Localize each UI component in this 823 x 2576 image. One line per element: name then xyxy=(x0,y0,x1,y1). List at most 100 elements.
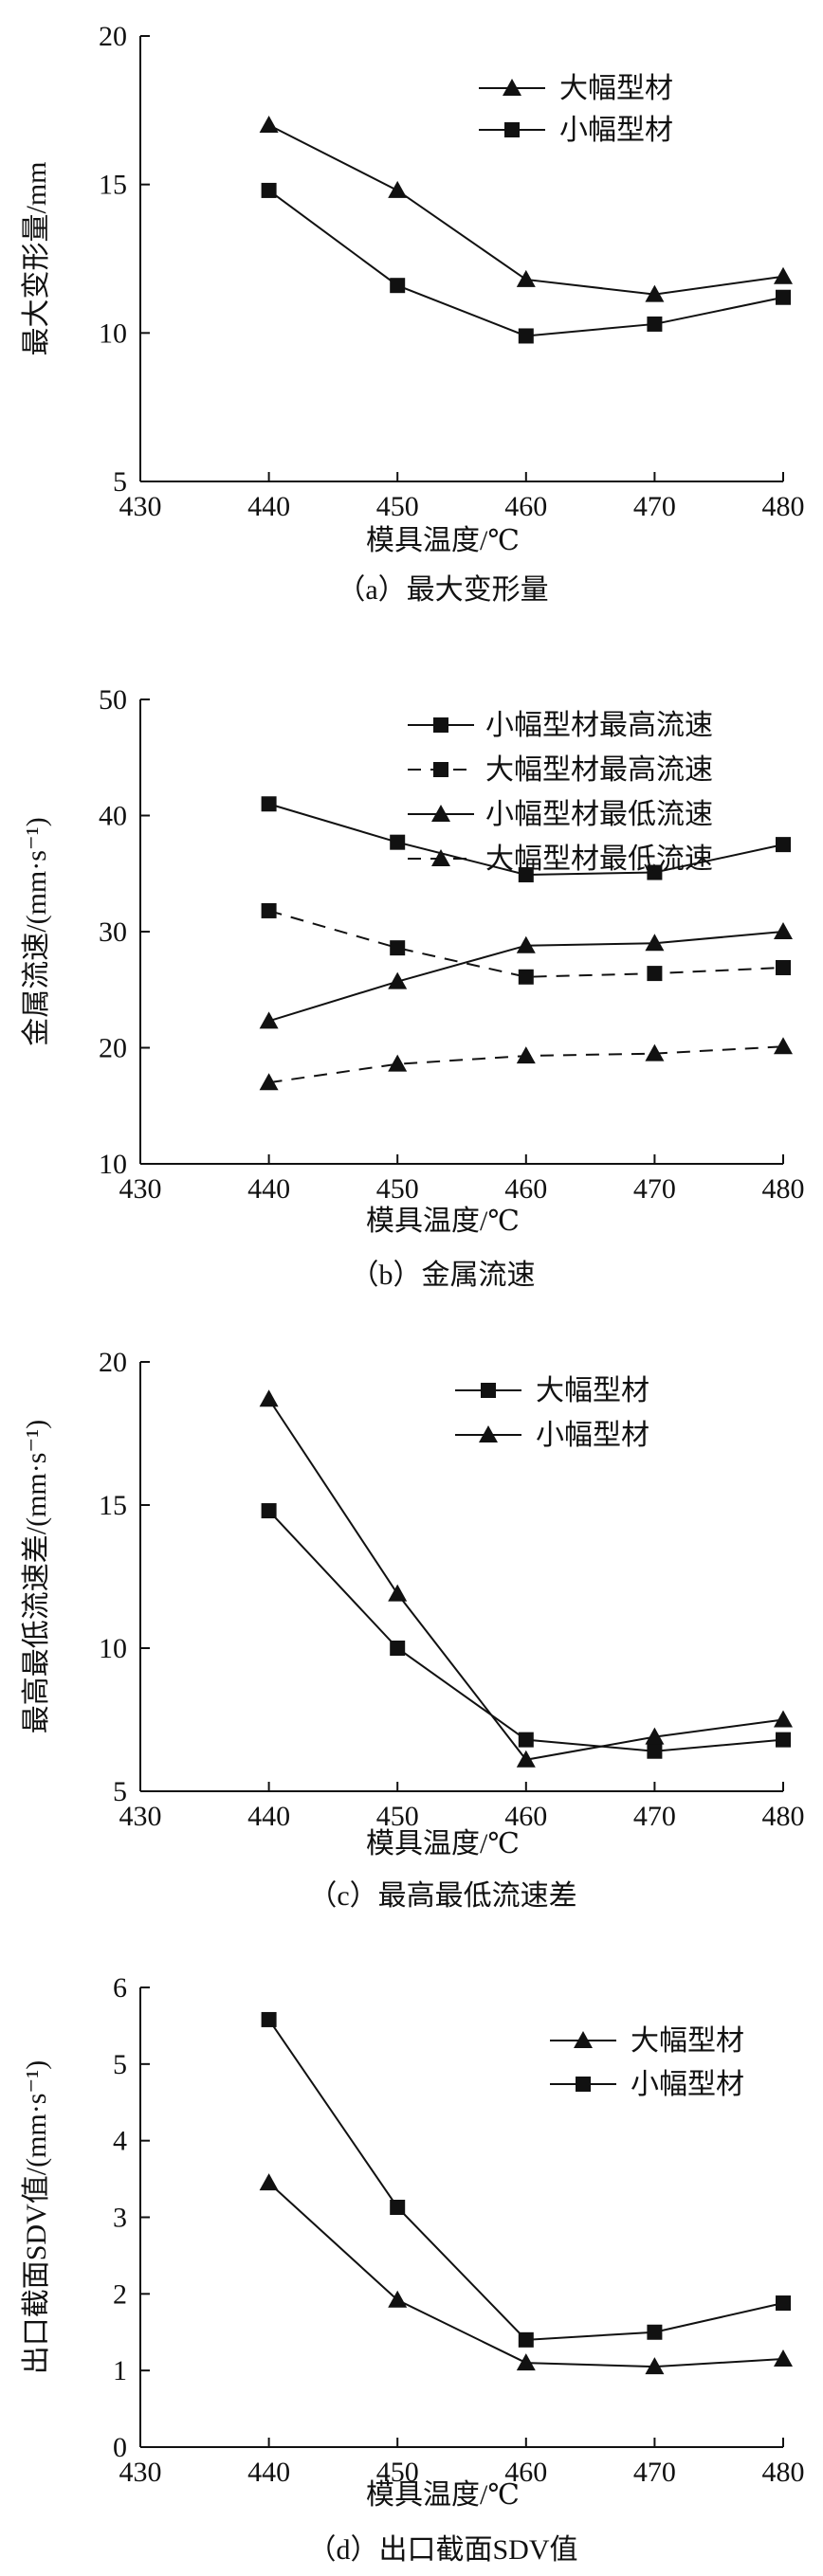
chart-a-svg: 5 10 15 20 430 440 450 460 470 480 模具温度/℃ 最大变形量/mm （… xyxy=(21,21,805,606)
chart-panel-b: 10 20 30 40 50 430 440 450 460 470 480 模具温度/℃ 金属流速/(… xyxy=(0,654,823,1308)
y-tick-label: 15 xyxy=(99,170,127,201)
data-point xyxy=(259,1073,279,1091)
x-tick-label: 460 xyxy=(504,1173,547,1205)
x-tick-label: 480 xyxy=(762,1801,805,1832)
data-point xyxy=(261,902,277,918)
data-point xyxy=(645,284,665,302)
y-axis-title: 最大变形量/mm xyxy=(21,161,52,355)
data-point xyxy=(261,182,277,198)
legend-label: 小幅型材最高流速 xyxy=(485,710,713,741)
x-axis-title: 模具温度/℃ xyxy=(366,2479,520,2511)
legend-marker xyxy=(433,717,448,733)
data-point xyxy=(388,971,408,989)
data-point xyxy=(645,1727,665,1745)
y-axis-title: 最高最低流速差/(mm·s⁻¹) xyxy=(21,1420,52,1733)
y-tick-label: 10 xyxy=(99,1633,127,1664)
data-point xyxy=(647,2324,663,2340)
data-point xyxy=(259,2173,279,2191)
y-tick-label: 10 xyxy=(99,317,127,349)
y-tick-label: 40 xyxy=(99,801,127,832)
data-point xyxy=(259,1011,279,1029)
y-tick-label: 20 xyxy=(99,1033,127,1064)
data-point xyxy=(516,269,536,287)
data-point xyxy=(516,2353,536,2371)
x-tick-label: 480 xyxy=(762,2457,805,2488)
legend-label: 大幅型材最高流速 xyxy=(485,754,713,786)
x-tick-label: 460 xyxy=(504,2457,547,2488)
x-axis-title: 模具温度/℃ xyxy=(366,525,520,556)
data-point xyxy=(516,1046,536,1064)
y-tick-label: 6 xyxy=(113,1972,127,2004)
data-point xyxy=(645,2357,665,2375)
legend-marker xyxy=(433,762,448,777)
y-tick-label: 1 xyxy=(113,2355,127,2386)
y-tick-label: 30 xyxy=(99,916,127,948)
x-tick-label: 480 xyxy=(762,1173,805,1205)
series-line xyxy=(267,1510,784,1752)
data-point xyxy=(518,2331,534,2348)
x-tick-label: 450 xyxy=(376,1801,419,1832)
series-line xyxy=(268,124,784,296)
chart-c-svg: 5 10 15 20 430 440 450 460 470 480 模具温度/℃ 最高最低流速差/(… xyxy=(21,1347,805,1912)
data-point xyxy=(645,934,665,952)
y-tick-label: 4 xyxy=(113,2126,127,2157)
x-tick-label: 450 xyxy=(376,1173,419,1205)
legend-label: 大幅型材最低流速 xyxy=(485,844,713,875)
y-axis-title: 金属流速/(mm·s⁻¹) xyxy=(21,817,52,1045)
legend-marker xyxy=(479,1425,498,1442)
chart-b-svg: 10 20 30 40 50 430 440 450 460 470 480 模具温度/℃ 金属流速/(… xyxy=(21,684,805,1291)
data-point xyxy=(776,1732,791,1748)
x-axis-title: 模具温度/℃ xyxy=(366,1828,520,1859)
legend-marker xyxy=(574,2031,593,2048)
x-tick-label: 440 xyxy=(247,2457,290,2488)
y-tick-label: 50 xyxy=(99,684,127,716)
x-axis-title: 模具温度/℃ xyxy=(366,1206,520,1237)
legend-marker xyxy=(481,1383,496,1398)
legend-marker xyxy=(504,122,520,137)
x-tick-label: 450 xyxy=(376,2457,419,2488)
y-tick-label: 15 xyxy=(99,1490,127,1521)
data-point xyxy=(390,1641,406,1656)
data-point xyxy=(388,1054,408,1072)
x-tick-label: 430 xyxy=(119,1173,162,1205)
data-point xyxy=(259,1389,279,1407)
x-tick-label: 430 xyxy=(119,2457,162,2488)
legend-marker xyxy=(431,849,450,866)
x-tick-label: 440 xyxy=(247,1173,290,1205)
legend-marker xyxy=(503,79,521,96)
chart-caption: （d）出口截面SDV值 xyxy=(307,2534,577,2566)
data-point xyxy=(774,922,793,939)
data-point xyxy=(647,864,663,880)
legend-label: 小幅型材 xyxy=(559,115,673,146)
x-tick-label: 470 xyxy=(633,1801,676,1832)
data-point xyxy=(518,969,534,985)
data-point xyxy=(259,116,279,133)
chart-panel-c: 5 10 15 20 430 440 450 460 470 480 模具温度/℃ 最高最低流速差/(… xyxy=(0,1322,823,1938)
legend-label: 小幅型材 xyxy=(631,2069,744,2100)
legend-label: 大幅型材 xyxy=(536,1375,649,1406)
x-tick-label: 450 xyxy=(376,491,419,522)
data-point xyxy=(518,1732,534,1748)
chart-d-svg: 0 1 2 3 4 5 6 430 440 450 460 470 480 模具温度/℃ 出口截面SDV值/… xyxy=(21,1972,805,2566)
legend-label: 小幅型材 xyxy=(536,1420,649,1451)
data-point xyxy=(390,2199,406,2215)
data-point xyxy=(647,316,663,332)
y-tick-label: 5 xyxy=(113,2049,127,2080)
data-point xyxy=(390,278,406,294)
y-tick-label: 5 xyxy=(113,1776,127,1807)
data-point xyxy=(774,266,793,284)
y-axis-title: 出口截面SDV值/(mm·s⁻¹) xyxy=(21,2060,52,2375)
data-point xyxy=(261,2011,277,2027)
x-tick-label: 470 xyxy=(633,2457,676,2488)
series-line xyxy=(267,2019,784,2341)
x-tick-label: 460 xyxy=(504,1801,547,1832)
data-point xyxy=(647,966,663,982)
y-tick-label: 10 xyxy=(99,1149,127,1180)
data-point xyxy=(388,1584,408,1602)
data-point xyxy=(388,180,408,198)
series-line xyxy=(268,190,784,337)
legend-marker xyxy=(576,2077,591,2092)
x-tick-label: 430 xyxy=(119,1801,162,1832)
chart-caption: （a）最大变形量 xyxy=(337,574,548,606)
data-point xyxy=(516,1750,536,1768)
